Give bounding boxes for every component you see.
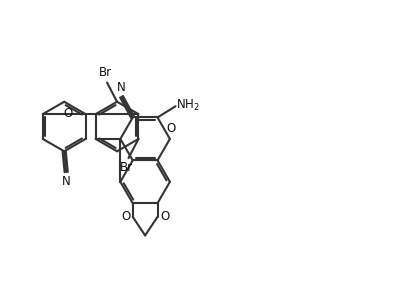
Text: Br: Br: [120, 161, 133, 174]
Text: O: O: [63, 107, 72, 120]
Text: O: O: [160, 210, 169, 223]
Text: O: O: [166, 122, 175, 135]
Text: N: N: [62, 175, 71, 188]
Text: N: N: [117, 81, 126, 94]
Text: O: O: [121, 210, 130, 223]
Text: Br: Br: [99, 66, 112, 80]
Text: NH$_2$: NH$_2$: [176, 98, 200, 113]
